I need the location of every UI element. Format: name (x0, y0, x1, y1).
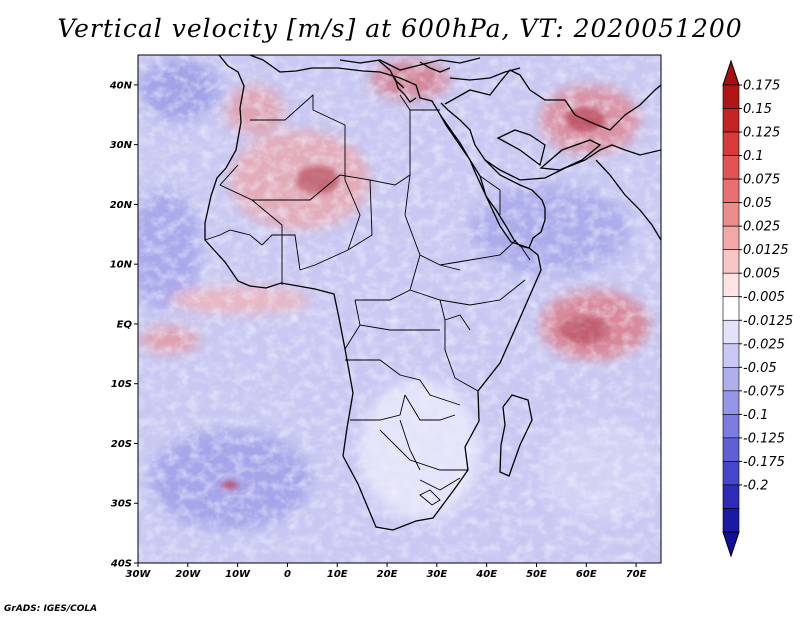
lat-label: 10S (111, 379, 132, 390)
lon-label: 70E (626, 569, 647, 580)
colorbar-label: -0.2 (743, 478, 768, 493)
grads-credit: GrADS: IGES/COLA (4, 604, 98, 614)
lat-label: 30S (111, 499, 132, 510)
colorbar-swatch (722, 84, 740, 109)
colorbar-label: -0.175 (743, 455, 785, 470)
colorbar: 0.175 0.15 0.125 0.1 0.075 0.05 0.025 0.0125 0.0… (722, 59, 793, 558)
colorbar-top-arrow (722, 59, 740, 86)
lon-label: 20W (175, 569, 201, 580)
lon-label: 20E (377, 569, 398, 580)
colorbar-swatch (722, 155, 740, 180)
colorbar-label: 0.005 (743, 267, 780, 282)
colorbar-bottom-arrow (722, 531, 740, 558)
colorbar-label: 0.125 (743, 126, 780, 141)
colorbar-swatch (722, 367, 740, 392)
lon-label: 30E (426, 569, 447, 580)
colorbar-swatch (722, 178, 740, 203)
colorbar-swatch (722, 225, 740, 250)
colorbar-label: 0.025 (743, 220, 780, 235)
colorbar-swatch (722, 202, 740, 227)
country-borders (204, 93, 531, 506)
lon-label: 10E (327, 569, 348, 580)
lon-label: 10W (225, 569, 251, 580)
colorbar-swatch (722, 296, 740, 321)
lat-label: 40N (109, 80, 133, 91)
plot-frame (137, 54, 662, 564)
colorbar-label: -0.125 (743, 431, 785, 446)
longitude-axis: 30W 20W 10W 0 10E 20E 30E 40E 50E 60E 70E (126, 563, 647, 580)
colorbar-label: -0.005 (743, 290, 785, 305)
colorbar-label: -0.025 (743, 337, 785, 352)
colorbar-swatch (722, 272, 740, 298)
colorbar-swatch (722, 461, 740, 486)
colorbar-label: 0.05 (743, 196, 772, 211)
colorbar-swatch (722, 414, 740, 439)
lon-label: 50E (526, 569, 547, 580)
colorbar-label: -0.0125 (743, 314, 793, 329)
colorbar-label: 0.1 (743, 149, 764, 164)
lat-label: 20S (111, 439, 132, 450)
colorbar-label: -0.075 (743, 384, 785, 399)
colorbar-swatch (722, 319, 740, 345)
colorbar-label: 0.075 (743, 173, 780, 188)
chart-title: Vertical velocity [m/s] at 600hPa, VT: 2… (57, 14, 743, 43)
colorbar-swatch (722, 390, 740, 415)
lon-label: 40E (475, 569, 497, 580)
colorbar-label: -0.1 (743, 408, 768, 423)
coastlines (204, 55, 661, 531)
colorbar-swatch (722, 508, 740, 533)
colorbar-swatch (722, 249, 740, 274)
lat-label: 20N (110, 200, 133, 211)
lat-label: 10N (110, 260, 133, 271)
colorbar-label: 0.0125 (743, 243, 789, 258)
vertical-velocity-field (138, 55, 661, 563)
colorbar-swatch (722, 437, 740, 462)
colorbar-label: 0.175 (743, 79, 780, 94)
latitude-axis: 40N 30N 20N 10N EQ 10S 20S 30S 40S (109, 80, 138, 570)
colorbar-swatch (722, 108, 740, 133)
lat-label: 40S (110, 559, 132, 570)
lat-label: 30N (110, 140, 133, 151)
lon-label: 30W (126, 569, 152, 580)
colorbar-swatch (722, 131, 740, 156)
lat-label: EQ (117, 319, 133, 330)
colorbar-label: 0.15 (743, 102, 772, 117)
lon-label: 60E (576, 569, 597, 580)
colorbar-swatch (722, 343, 740, 368)
colorbar-label: -0.05 (743, 361, 777, 376)
lon-label: 0 (284, 569, 291, 580)
colorbar-swatch (722, 484, 740, 509)
